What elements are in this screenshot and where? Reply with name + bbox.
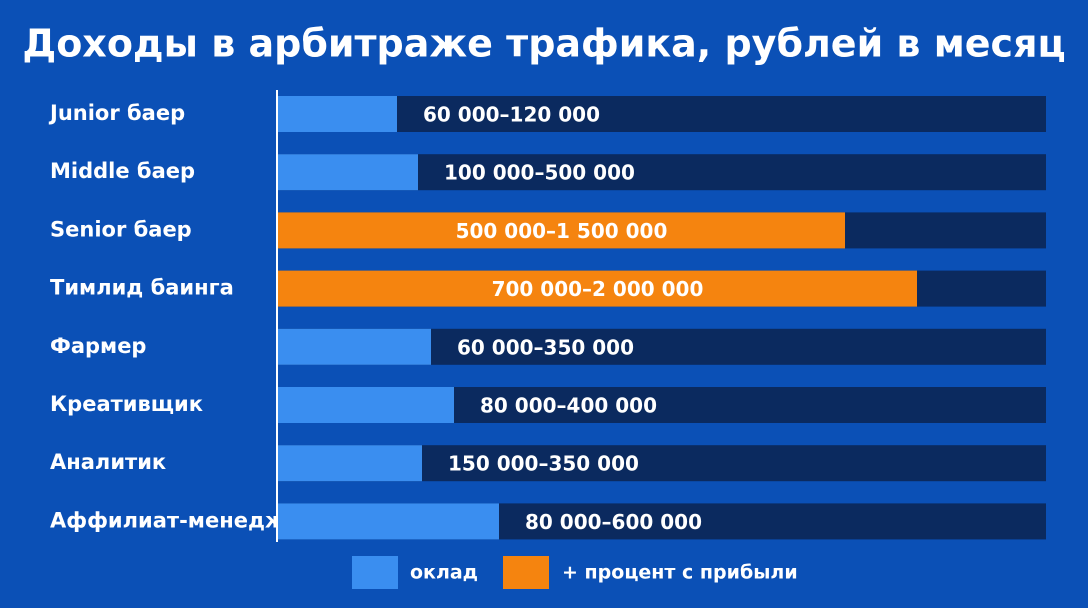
range-label: 100 000–500 000 [444,161,635,185]
bar-segment [278,328,431,365]
legend-label: оклад [410,562,478,584]
bar-track [278,96,1046,132]
bar-segment [278,503,499,540]
row-label: Middle баер [50,159,195,183]
legend-swatch [352,556,398,589]
range-label: 500 000–1 500 000 [456,219,668,243]
row-label: Senior баер [50,217,192,241]
range-label: 60 000–350 000 [457,335,634,359]
range-label: 700 000–2 000 000 [492,277,704,301]
legend-label: + процент с прибыли [562,562,798,584]
row-label: Аналитик [50,450,166,474]
row-label: Junior баер [48,101,185,125]
bar-segment [278,96,397,132]
row-label: Креативщик [50,392,203,416]
legend-swatch [503,556,549,589]
bar-segment [278,154,418,191]
range-label: 80 000–600 000 [525,510,702,534]
bar-segment [278,270,917,307]
rows: Junior баер 60 000–120 000 Middle баер 100 … [48,96,1046,540]
bar-segment [278,445,422,482]
row-label: Фармер [50,334,146,358]
row-label: Аффилиат-менеджер [50,508,315,532]
range-label: 60 000–120 000 [423,103,600,127]
chart-title: Доходы в арбитраже трафика, рублей в мес… [22,22,1065,66]
range-label: 150 000–350 000 [448,452,639,476]
bar-segment [278,387,454,423]
range-label: 80 000–400 000 [480,394,657,418]
bar-segment [278,212,845,249]
row-label: Тимлид баинга [50,276,234,300]
